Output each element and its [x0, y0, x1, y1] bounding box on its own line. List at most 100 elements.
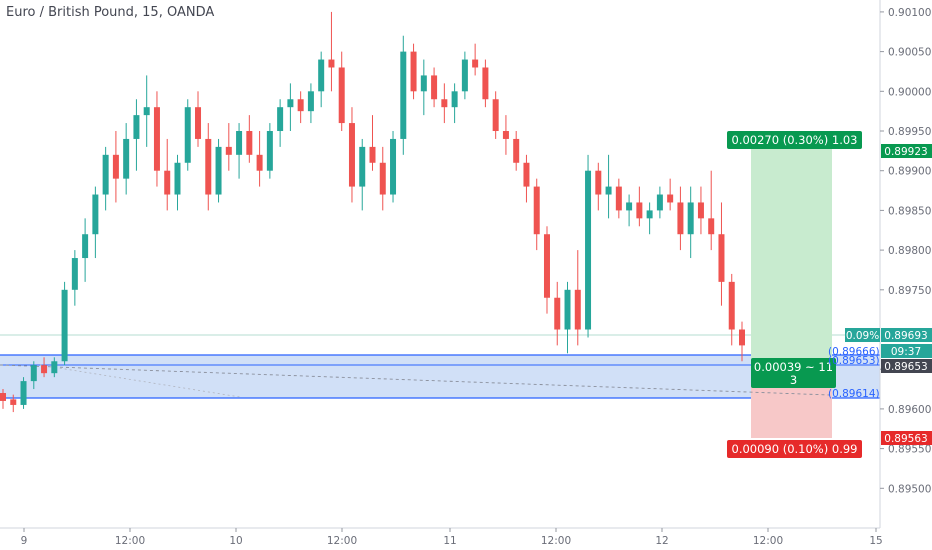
candle-body	[256, 154, 263, 171]
candle-body	[431, 75, 438, 100]
candle-body	[513, 138, 520, 163]
candle-body	[574, 289, 581, 330]
candle-body	[164, 170, 171, 195]
candle-body	[338, 67, 345, 124]
trend-dotted-line-2	[39, 364, 241, 398]
price-axis-label: 0.90100	[888, 7, 931, 19]
trend-dotted-line	[0, 364, 831, 396]
candle-body	[697, 202, 704, 219]
price-axis-label: 0.89800	[888, 245, 931, 257]
demand-zone-box[interactable]	[0, 355, 880, 398]
candle-body	[102, 154, 109, 195]
candle-body	[174, 162, 181, 195]
candle-body	[451, 91, 458, 108]
candle-body	[225, 146, 232, 155]
candle-body	[112, 154, 119, 179]
candle-body	[41, 365, 48, 374]
box-bottom-price-label: (0.89614)	[828, 388, 880, 400]
price-axis-label: 0.89550	[888, 444, 931, 456]
countdown-badge: 09:37	[881, 344, 932, 358]
candle-body	[708, 218, 715, 235]
candle-body	[30, 365, 37, 382]
candle-body	[369, 146, 376, 163]
candle-body	[400, 51, 407, 139]
candle-body	[0, 393, 6, 401]
candle-body	[215, 146, 222, 195]
target-price-badge-text: 0.89923	[884, 146, 927, 158]
box-entry-price-label: (0.89653)	[828, 355, 880, 367]
time-axis-label: 9	[21, 535, 28, 547]
candle-body	[184, 107, 191, 163]
candle-body	[492, 99, 499, 132]
price-axis-label: 0.89850	[888, 205, 931, 217]
stop-label-text: 0.00090 (0.10%) 0.99	[732, 442, 858, 456]
candle-body	[667, 194, 674, 203]
candle-body	[420, 75, 427, 92]
countdown-badge-text: 09:37	[891, 346, 921, 358]
candle-body	[61, 289, 68, 362]
candle-body	[195, 107, 202, 139]
time-axis-label: 11	[443, 535, 456, 547]
stop-price-badge: 0.89563	[881, 431, 932, 445]
entry-price-badge: 0.89653	[881, 359, 932, 373]
target-label-text: 0.00270 (0.30%) 1.03	[732, 133, 858, 147]
time-axis-label: 12:00	[753, 535, 783, 547]
candle-body	[502, 131, 509, 139]
price-axis-label: 0.89900	[888, 166, 931, 178]
middle-label[interactable]: 0.00039 ~ 11 3	[751, 358, 836, 388]
candle-body	[739, 329, 745, 346]
candle-body	[585, 170, 592, 330]
middle-label-line2: 3	[790, 373, 797, 387]
candle-body	[626, 202, 633, 211]
candle-body	[461, 59, 468, 92]
last-change-badge: 0.09%	[845, 328, 880, 342]
candle-body	[307, 91, 314, 112]
candle-body	[10, 399, 17, 405]
box-top-price-label: (0.89666)	[828, 346, 880, 358]
candle-body	[359, 146, 366, 187]
candle-body	[123, 138, 130, 179]
candle-body	[543, 234, 550, 298]
candle-body	[379, 162, 386, 195]
entry-price-badge-text: 0.89653	[884, 361, 927, 373]
time-axis-label: 12:00	[327, 535, 357, 547]
candles-group	[0, 11, 745, 413]
candle-body	[277, 107, 284, 132]
candle-body	[82, 234, 89, 259]
candle-body	[728, 281, 735, 330]
stop-label[interactable]: 0.00090 (0.10%) 0.99	[727, 440, 862, 458]
candle-body	[20, 381, 27, 405]
candle-body	[266, 131, 273, 171]
candle-body	[348, 123, 355, 187]
time-axis-label: 10	[229, 535, 242, 547]
candle-body	[646, 210, 653, 219]
symbol-title: Euro / British Pound, 15, OANDA	[6, 5, 215, 20]
last-change-badge-text: 0.09%	[846, 330, 879, 342]
candle-body	[687, 202, 694, 235]
candle-body	[533, 186, 540, 235]
candle-body	[205, 138, 212, 195]
candle-body	[472, 59, 479, 68]
candle-body	[656, 194, 663, 211]
candle-body	[718, 234, 725, 282]
candle-body	[636, 202, 643, 219]
time-axis-label: 12	[655, 535, 668, 547]
candle-body	[92, 194, 99, 235]
price-axis-label: 0.89750	[888, 285, 931, 297]
candle-body	[595, 170, 602, 195]
candle-body	[318, 59, 325, 92]
price-axis-label: 0.89500	[888, 483, 931, 495]
candle-body	[297, 99, 304, 112]
price-axis-label: 0.90050	[888, 47, 931, 59]
candle-body	[133, 115, 140, 139]
target-label[interactable]: 0.00270 (0.30%) 1.03	[727, 131, 862, 149]
time-axis-label: 12:00	[541, 535, 571, 547]
profit-zone[interactable]	[751, 142, 832, 365]
price-axis-label: 0.89950	[888, 126, 931, 138]
candle-body	[441, 99, 448, 108]
candle-body	[153, 107, 160, 171]
last-price-badge-text: 0.89693	[884, 330, 927, 342]
candle-body	[564, 289, 571, 330]
time-axis[interactable]: 9 12:00 10 12:00 11 12:00 12 12:00 15	[21, 528, 883, 547]
